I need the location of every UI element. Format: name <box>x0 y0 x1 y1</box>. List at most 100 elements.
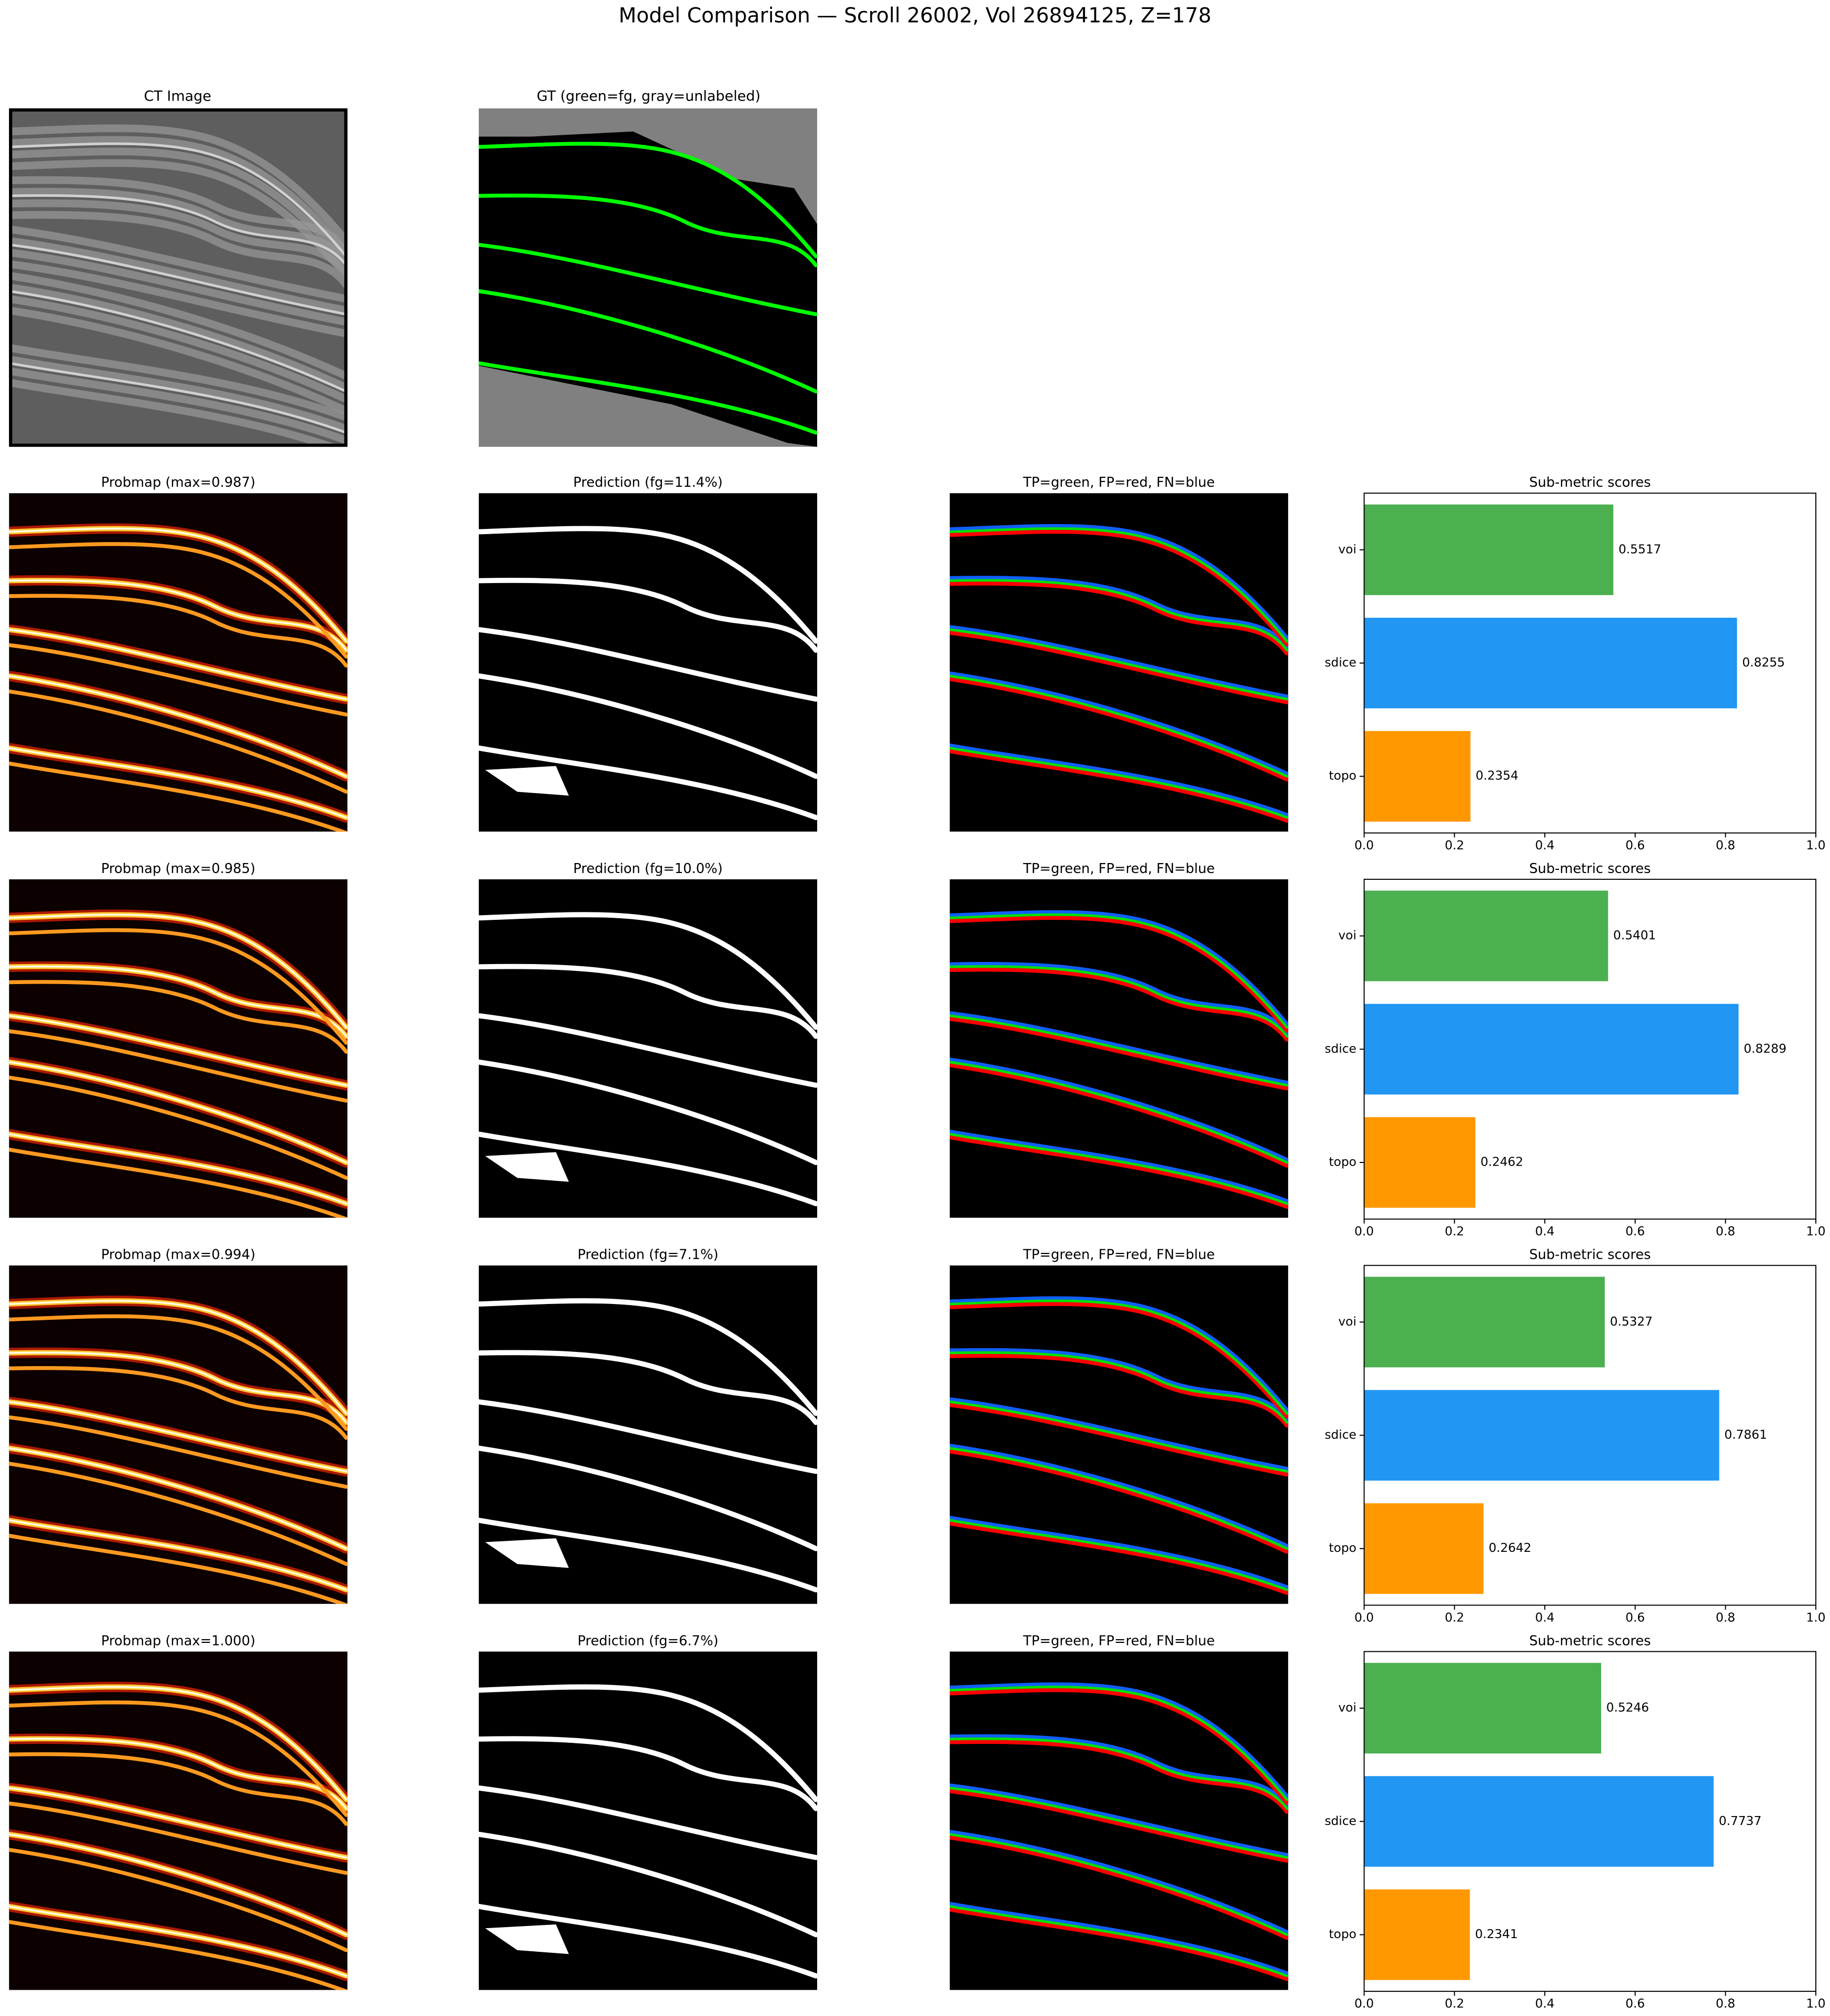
axes-frame <box>1363 493 1817 834</box>
x-tick-label: 0.4 <box>1535 1610 1555 1624</box>
overlay-image <box>950 879 1289 1218</box>
panel-title: Sub-metric scores <box>1529 1633 1651 1649</box>
x-tick-label: 0.2 <box>1445 838 1464 852</box>
y-tick-label: topo <box>1329 1541 1356 1555</box>
y-tick-label: voi <box>1339 542 1356 556</box>
bar <box>1364 617 1737 709</box>
panel-title: Sub-metric scores <box>1529 475 1651 490</box>
value-label: 0.7737 <box>1719 1814 1762 1828</box>
border <box>9 108 348 447</box>
panel-title: Sub-metric scores <box>1529 861 1651 877</box>
probmap-image <box>9 493 347 832</box>
prediction-image <box>479 493 818 832</box>
x-tick-label: 1.0 <box>1806 1225 1826 1239</box>
x-tick-label: 0.8 <box>1716 838 1735 852</box>
panel-title: TP=green, FP=red, FN=blue <box>1023 861 1215 877</box>
x-tick-label: 1.0 <box>1806 1610 1826 1624</box>
probmap-image <box>9 879 347 1219</box>
x-tick-label: 0.8 <box>1716 1225 1735 1239</box>
y-tick-label: topo <box>1329 1927 1356 1941</box>
overlay-image <box>950 1265 1289 1604</box>
x-tick-label: 0.0 <box>1354 838 1374 852</box>
bar <box>1364 1390 1720 1481</box>
bar <box>1364 1776 1714 1867</box>
x-tick-label: 0.8 <box>1716 1997 1735 2011</box>
value-label: 0.7861 <box>1724 1428 1767 1442</box>
labeled-region <box>478 131 818 447</box>
y-tick-label: voi <box>1339 1701 1356 1715</box>
x-tick-label: 0.6 <box>1625 1225 1645 1239</box>
x-tick-label: 0.0 <box>1354 1225 1374 1239</box>
overlay-image <box>950 493 1289 832</box>
overlay-image <box>950 1651 1289 1990</box>
x-tick-label: 0.0 <box>1354 1610 1374 1624</box>
bar <box>1364 1277 1605 1368</box>
panel-title: GT (green=fg, gray=unlabeled) <box>537 88 760 104</box>
blob <box>485 1538 569 1568</box>
panel-title: Prediction (fg=7.1%) <box>578 1247 719 1263</box>
x-tick-label: 0.4 <box>1535 1225 1555 1239</box>
x-tick-label: 0.2 <box>1445 1225 1464 1239</box>
y-tick-label: sdice <box>1325 656 1356 670</box>
panel-title: Probmap (max=0.985) <box>101 861 255 877</box>
gt-image <box>478 108 818 447</box>
y-tick-label: sdice <box>1325 1041 1356 1056</box>
x-tick-label: 1.0 <box>1806 1997 1826 2011</box>
blob <box>485 766 569 796</box>
y-tick-label: topo <box>1329 769 1356 783</box>
ct-image <box>9 108 348 447</box>
x-tick-label: 0.2 <box>1445 1610 1464 1624</box>
bar <box>1364 731 1471 822</box>
axes-frame <box>1363 878 1817 1220</box>
bar <box>1364 1004 1739 1095</box>
panel-title: Probmap (max=1.000) <box>101 1633 255 1649</box>
bar <box>1364 1662 1601 1754</box>
value-label: 0.2354 <box>1475 769 1518 783</box>
y-tick-label: voi <box>1339 1315 1356 1329</box>
prediction-image <box>479 879 818 1218</box>
panel-title: Probmap (max=0.994) <box>101 1247 255 1263</box>
value-label: 0.5517 <box>1618 542 1661 556</box>
value-label: 0.5327 <box>1610 1315 1653 1329</box>
x-tick-label: 0.4 <box>1535 1997 1555 2011</box>
figure-title: Model Comparison — Scroll 26002, Vol 268… <box>619 4 1211 28</box>
probmap-image <box>9 1651 347 1990</box>
value-label: 0.2462 <box>1481 1155 1523 1169</box>
panel-title: CT Image <box>144 88 212 104</box>
panel-title: Sub-metric scores <box>1529 1247 1651 1263</box>
panel-title: TP=green, FP=red, FN=blue <box>1023 475 1215 490</box>
blob <box>485 1924 569 1954</box>
value-label: 0.5246 <box>1606 1701 1649 1715</box>
panel-title: Prediction (fg=10.0%) <box>573 861 722 877</box>
panel-title: Prediction (fg=11.4%) <box>573 475 722 490</box>
value-label: 0.2341 <box>1475 1927 1517 1941</box>
panel-title: Probmap (max=0.987) <box>101 475 255 490</box>
probmap-image <box>9 1265 347 1606</box>
x-tick-label: 0.6 <box>1625 1610 1645 1624</box>
bar <box>1364 1503 1484 1594</box>
axes-frame <box>1363 1651 1817 1992</box>
x-tick-label: 0.6 <box>1625 1997 1645 2011</box>
y-tick-label: sdice <box>1325 1428 1356 1442</box>
axes-frame <box>1363 1265 1817 1606</box>
prediction-image <box>479 1651 818 1990</box>
x-tick-label: 0.2 <box>1445 1997 1464 2011</box>
panel-title: Prediction (fg=6.7%) <box>578 1633 719 1649</box>
x-tick-label: 0.6 <box>1625 838 1645 852</box>
value-label: 0.8289 <box>1744 1041 1786 1056</box>
y-tick-label: voi <box>1339 928 1356 942</box>
value-label: 0.5401 <box>1613 928 1656 942</box>
value-label: 0.2642 <box>1489 1541 1531 1555</box>
bar <box>1364 890 1608 981</box>
y-tick-label: sdice <box>1325 1814 1356 1828</box>
value-label: 0.8255 <box>1742 656 1785 670</box>
y-tick-label: topo <box>1329 1155 1356 1169</box>
x-tick-label: 0.4 <box>1535 838 1555 852</box>
x-tick-label: 0.0 <box>1354 1997 1374 2011</box>
x-tick-label: 0.8 <box>1716 1610 1735 1624</box>
x-tick-label: 1.0 <box>1806 838 1826 852</box>
bar <box>1364 1889 1470 1980</box>
bar <box>1364 1117 1475 1208</box>
bar <box>1364 504 1614 595</box>
